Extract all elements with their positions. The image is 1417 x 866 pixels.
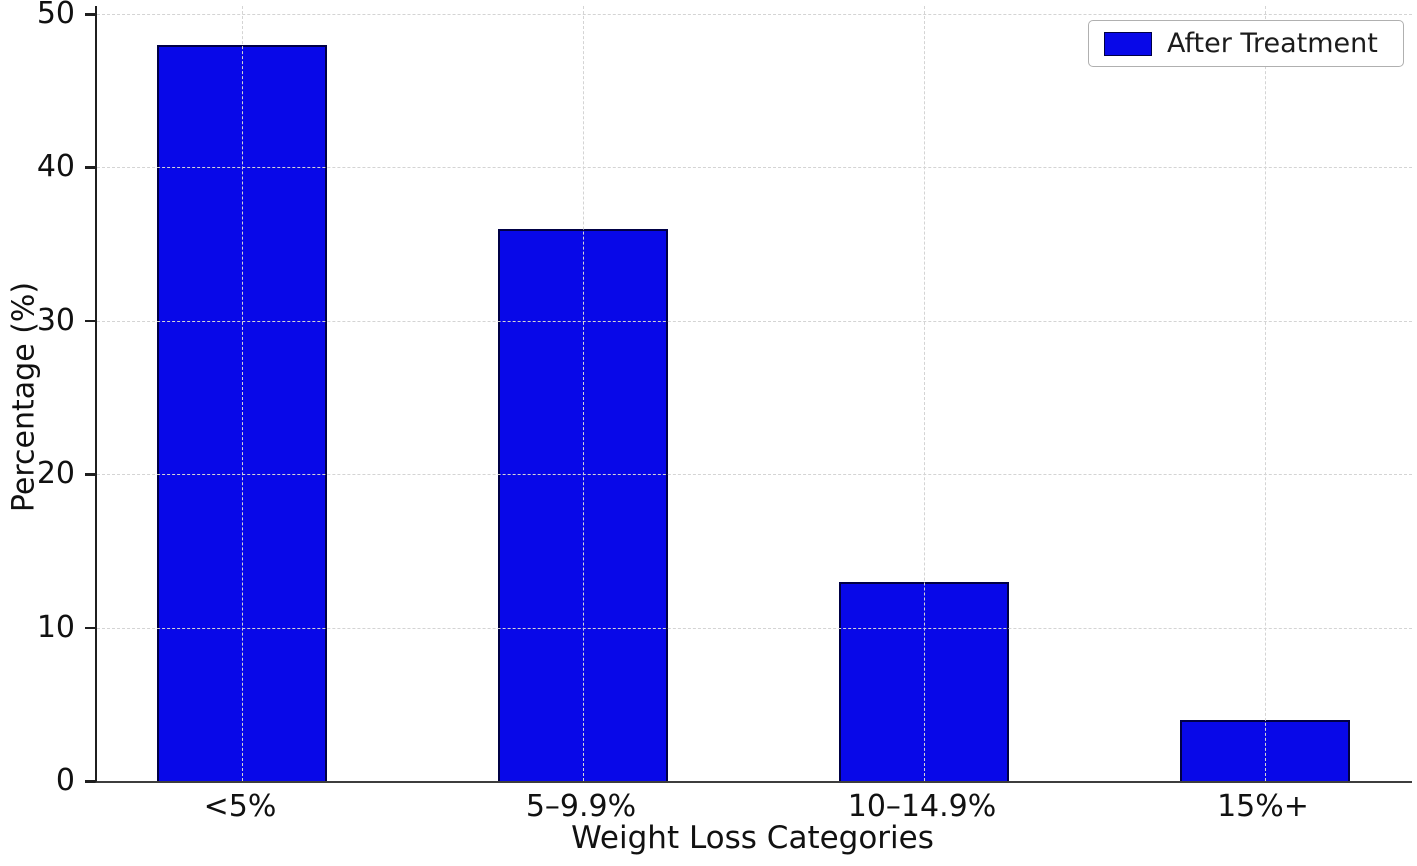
gridline-vertical bbox=[242, 6, 243, 781]
gridline-vertical bbox=[1265, 6, 1266, 781]
y-tick-label: 20 bbox=[36, 456, 75, 492]
gridline-horizontal bbox=[97, 320, 1412, 322]
x-axis-title: Weight Loss Categories bbox=[571, 820, 934, 856]
y-tick-mark bbox=[85, 166, 95, 169]
gridline-horizontal bbox=[97, 167, 1412, 169]
y-tick-label: 10 bbox=[36, 609, 75, 645]
gridline-vertical bbox=[924, 6, 925, 781]
x-tick-label: 5–9.9% bbox=[525, 789, 637, 824]
y-tick-label: 30 bbox=[36, 302, 75, 338]
legend-swatch-after-treatment bbox=[1104, 31, 1152, 56]
y-tick-label: 50 bbox=[36, 0, 75, 31]
x-tick-label: 10–14.9% bbox=[847, 789, 997, 824]
gridline-horizontal bbox=[97, 627, 1412, 629]
y-tick-mark bbox=[85, 780, 95, 783]
y-tick-label: 40 bbox=[36, 149, 75, 185]
y-tick-mark bbox=[85, 319, 95, 323]
y-tick-mark bbox=[85, 13, 95, 16]
y-tick-label: 0 bbox=[55, 763, 75, 798]
x-tick-label: <5% bbox=[203, 789, 277, 824]
plot-area bbox=[95, 6, 1412, 783]
gridline-horizontal bbox=[97, 14, 1412, 15]
y-tick-mark bbox=[85, 626, 95, 630]
legend-label: After Treatment bbox=[1167, 28, 1378, 59]
y-tick-mark bbox=[85, 473, 95, 476]
legend: After Treatment bbox=[1088, 20, 1404, 67]
gridline-vertical bbox=[583, 6, 584, 781]
x-tick-label: 15%+ bbox=[1217, 789, 1309, 824]
gridline-horizontal bbox=[97, 474, 1412, 476]
